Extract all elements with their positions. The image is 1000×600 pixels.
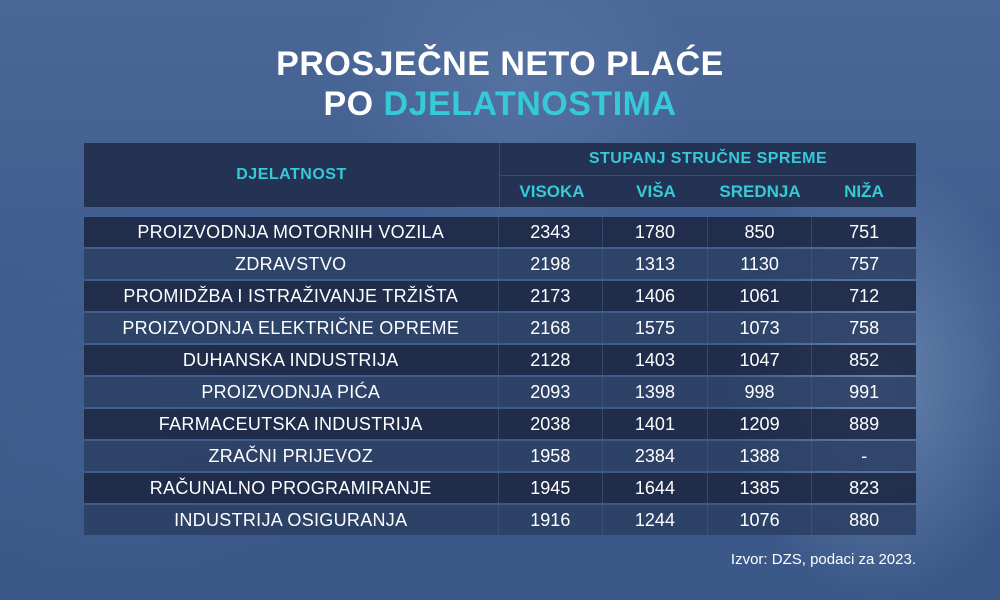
table-cell: 852 xyxy=(811,345,916,375)
table-row: INDUSTRIJA OSIGURANJA 1916 1244 1076 880 xyxy=(84,505,916,535)
table-cell: 1958 xyxy=(497,441,603,471)
table-cell: 889 xyxy=(811,409,916,439)
table-cell: 880 xyxy=(811,505,916,535)
table-cell: 2168 xyxy=(497,313,603,343)
table-cell: 2038 xyxy=(497,409,603,439)
table-cell: 1401 xyxy=(602,409,707,439)
table-cell: 1388 xyxy=(706,441,812,471)
table-cell: 1644 xyxy=(602,473,707,503)
table-cell: 712 xyxy=(811,281,916,311)
table-row: ZDRAVSTVO 2198 1313 1130 757 xyxy=(84,249,916,279)
table-row: FARMACEUTSKA INDUSTRIJA 2038 1401 1209 889 xyxy=(84,409,916,439)
table-cell: 1945 xyxy=(497,473,603,503)
table-cell: 1209 xyxy=(706,409,812,439)
table-cell: 850 xyxy=(706,217,812,247)
table-header: DJELATNOST STUPANJ STRUČNE SPREME VISOKA… xyxy=(84,143,916,207)
table-cell: 2128 xyxy=(497,345,603,375)
table-cell: 2343 xyxy=(497,217,603,247)
table-row: ZRAČNI PRIJEVOZ 1958 2384 1388- xyxy=(84,441,916,471)
column-group-label: STUPANJ STRUČNE SPREME xyxy=(588,150,828,167)
header-divider xyxy=(499,143,500,207)
table-cell: 1076 xyxy=(706,505,812,535)
salary-table: DJELATNOST STUPANJ STRUČNE SPREME VISOKA… xyxy=(84,143,916,537)
title-line-2: PO DJELATNOSTIMA xyxy=(0,84,1000,124)
table-cell: 751 xyxy=(811,217,916,247)
row-label: ZRAČNI PRIJEVOZ xyxy=(208,445,373,466)
table-cell: 2384 xyxy=(602,441,707,471)
table-cell: 758 xyxy=(811,313,916,343)
table-cell: 823 xyxy=(811,473,916,503)
row-label: PROMIDŽBA I ISTRAŽIVANJE TRŽIŠTA xyxy=(123,285,459,306)
column-header-niza: NIŽA xyxy=(844,181,884,201)
table-row: DUHANSKA INDUSTRIJA 2128 1403 1047 852 xyxy=(84,345,916,375)
row-label: RAČUNALNO PROGRAMIRANJE xyxy=(149,477,432,498)
table-cell: 2173 xyxy=(497,281,603,311)
table-cell: - xyxy=(811,441,916,471)
row-label: PROIZVODNJA MOTORNIH VOZILA xyxy=(137,221,445,242)
title-line-1: PROSJEČNE NETO PLAĆE xyxy=(276,45,724,83)
title-line-2-prefix: PO xyxy=(323,85,384,123)
row-label: INDUSTRIJA OSIGURANJA xyxy=(174,509,408,530)
source-note: Izvor: DZS, podaci za 2023. xyxy=(730,551,916,568)
row-label: DUHANSKA INDUSTRIJA xyxy=(182,349,399,370)
row-header-label: DJELATNOST xyxy=(236,166,347,183)
table-cell: 1403 xyxy=(602,345,707,375)
column-header-visoka: VISOKA xyxy=(519,181,585,201)
table-cell: 1130 xyxy=(706,249,812,279)
row-label: PROIZVODNJA ELEKTRIČNE OPREME xyxy=(122,317,460,338)
table-cell: 991 xyxy=(811,377,916,407)
table-row: PROIZVODNJA ELEKTRIČNE OPREME 2168 1575 107… xyxy=(84,313,916,343)
table-cell: 1575 xyxy=(602,313,707,343)
table-cell: 757 xyxy=(811,249,916,279)
table-cell: 1780 xyxy=(602,217,707,247)
table-cell: 2198 xyxy=(497,249,603,279)
table-cell: 1398 xyxy=(602,377,707,407)
table-row: RAČUNALNO PROGRAMIRANJE 1945 1644 1385 823 xyxy=(84,473,916,503)
table-cell: 2093 xyxy=(497,377,603,407)
column-header-srednja: SREDNJA xyxy=(719,181,801,201)
table-cell: 1406 xyxy=(602,281,707,311)
row-label: ZDRAVSTVO xyxy=(235,253,347,274)
page-title: PROSJEČNE NETO PLAĆE PO DJELATNOSTIMA xyxy=(0,44,1000,124)
table-row: PROMIDŽBA I ISTRAŽIVANJE TRŽIŠTA 2173 1406… xyxy=(84,281,916,311)
row-label: FARMACEUTSKA INDUSTRIJA xyxy=(158,413,423,434)
row-label: PROIZVODNJA PIĆA xyxy=(201,381,381,402)
table-row: PROIZVODNJA PIĆA 2093 1398 998 991 xyxy=(84,377,916,407)
header-group-divider xyxy=(500,175,916,176)
table-cell: 1916 xyxy=(497,505,603,535)
table-cell: 998 xyxy=(706,377,812,407)
table-cell: 1313 xyxy=(602,249,707,279)
table-cell: 1047 xyxy=(706,345,812,375)
table-row: PROIZVODNJA MOTORNIH VOZILA 2343 1780 850 75… xyxy=(84,217,916,247)
table-cell: 1073 xyxy=(706,313,812,343)
table-cell: 1385 xyxy=(706,473,812,503)
title-line-2-accent: DJELATNOSTIMA xyxy=(383,85,677,123)
column-header-visa: VIŠA xyxy=(636,181,676,201)
table-cell: 1244 xyxy=(602,505,707,535)
table-body: PROIZVODNJA MOTORNIH VOZILA 2343 1780 850 75… xyxy=(84,217,916,535)
table-cell: 1061 xyxy=(706,281,812,311)
